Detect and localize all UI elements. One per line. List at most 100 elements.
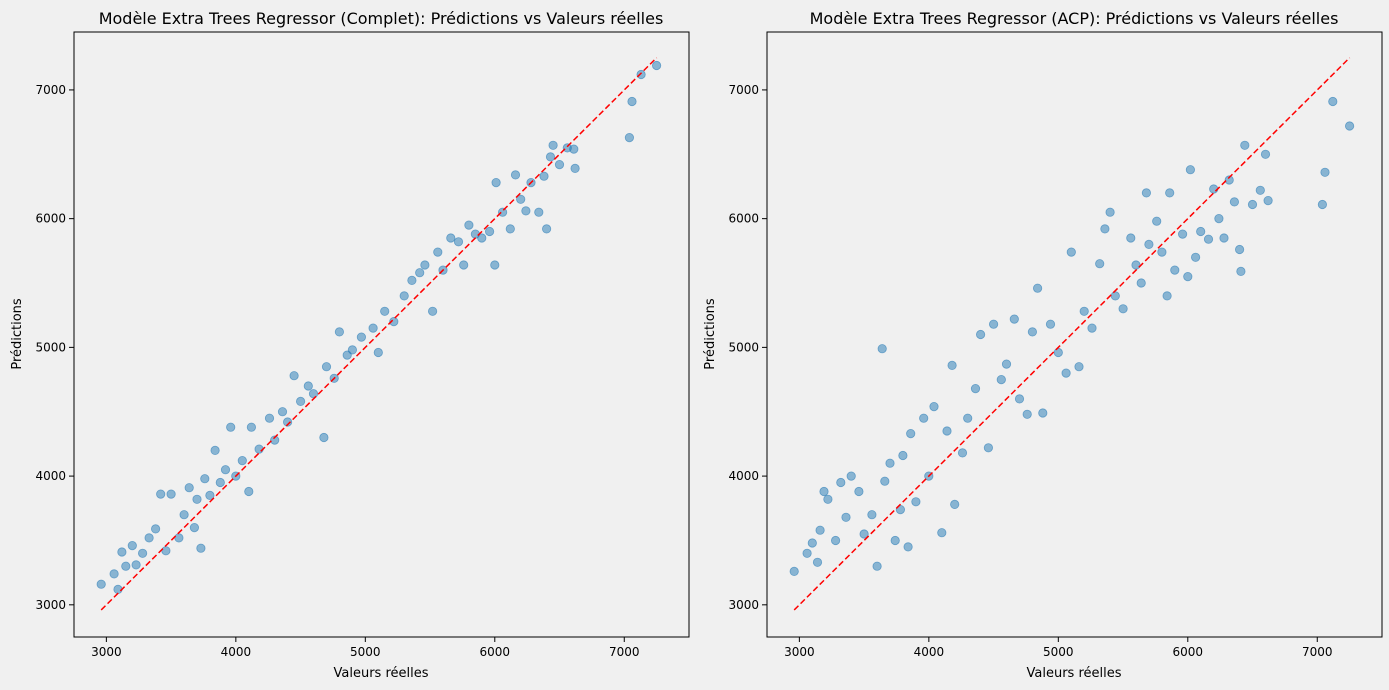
- scatter-point: [246, 422, 256, 432]
- scatter-point: [1095, 259, 1105, 269]
- scatter-point: [205, 490, 215, 500]
- scatter-point: [308, 389, 319, 399]
- x-tick-label: 3000: [91, 645, 122, 659]
- scatter-point: [117, 547, 127, 557]
- scatter-point: [846, 471, 856, 481]
- chart-panel-right: 3000 4000 5000 6000 7000 3000 4000 5000 6000 7000…: [703, 9, 1383, 681]
- scatter-point: [1014, 394, 1025, 404]
- scatter-point: [1136, 278, 1146, 288]
- scatter-point: [303, 381, 313, 391]
- scatter-point: [453, 237, 464, 247]
- y-tick-label: 7000: [35, 83, 66, 97]
- scatter-point: [1191, 252, 1201, 262]
- scatter-point: [121, 561, 131, 571]
- scatter-point: [1045, 319, 1056, 329]
- tick-layer-left: 3000 4000 5000 6000 7000 3000 4000 5000 6000 7000: [35, 83, 639, 659]
- scatter-point: [427, 306, 438, 316]
- scatter-point: [415, 268, 425, 278]
- scatter-point: [347, 345, 357, 355]
- scatter-point: [1131, 260, 1141, 270]
- scatter-point: [950, 499, 960, 509]
- scatter-point: [151, 524, 161, 534]
- scatter-point: [919, 413, 929, 423]
- y-tick-label: 4000: [728, 469, 759, 483]
- scatter-point: [867, 510, 877, 520]
- scatter-point: [179, 510, 189, 520]
- scatter-point: [277, 407, 288, 417]
- scatter-point: [184, 483, 194, 493]
- scatter-point: [841, 512, 851, 522]
- scatter-point: [127, 540, 137, 551]
- scatter-point: [541, 224, 552, 234]
- scatter-point: [491, 178, 501, 188]
- scatter-point: [929, 401, 939, 412]
- scatter-point: [975, 329, 986, 340]
- x-tick-label: 3000: [784, 645, 815, 659]
- scatter-point: [196, 543, 206, 553]
- scatter-point: [334, 327, 344, 337]
- scatter-point: [539, 171, 549, 181]
- scatter-point: [484, 226, 495, 237]
- scatter-point: [459, 260, 469, 270]
- x-tick-label: 5000: [350, 645, 381, 659]
- scatter-point: [1110, 291, 1120, 301]
- scatter-point: [957, 448, 968, 458]
- scatter-point: [963, 413, 973, 423]
- scatter-point: [1079, 306, 1089, 316]
- scatter-point: [96, 579, 106, 589]
- scatter-point: [1214, 214, 1224, 224]
- tick-layer-right: 3000 4000 5000 6000 7000 3000 4000 5000 6000 7000: [728, 83, 1332, 659]
- scatter-point: [1152, 216, 1162, 226]
- scatter-point: [1009, 314, 1019, 324]
- scatter-point: [1183, 271, 1193, 282]
- scatter-point: [819, 486, 829, 497]
- y-tick-label: 3000: [728, 598, 759, 612]
- scatter-point: [244, 486, 254, 497]
- scatter-point: [389, 316, 399, 327]
- y-tick-label: 5000: [728, 340, 759, 354]
- scatter-point: [282, 417, 293, 427]
- axes-area-right: [766, 31, 1383, 638]
- scatter-point: [174, 533, 184, 543]
- scatter-point: [1162, 291, 1172, 301]
- scatter-point: [1260, 149, 1271, 159]
- scatter-point: [510, 170, 521, 180]
- scatter-point: [996, 374, 1006, 385]
- y-tick-label: 7000: [728, 83, 759, 97]
- scatter-point: [1235, 244, 1245, 255]
- x-tick-label: 6000: [480, 645, 511, 659]
- scatter-point: [1178, 229, 1188, 239]
- scatter-point: [144, 533, 154, 543]
- x-axis-label-right: Valeurs réelles: [1027, 666, 1122, 681]
- scatter-point: [1219, 233, 1229, 243]
- scatter-point: [570, 163, 580, 173]
- scatter-point: [1236, 266, 1246, 276]
- scatter-point: [399, 291, 409, 301]
- scatter-point: [1328, 96, 1338, 107]
- scatter-point: [420, 260, 430, 270]
- scatter-point: [548, 140, 558, 150]
- scatter-point: [1001, 359, 1012, 369]
- scatter-point: [1087, 323, 1097, 333]
- scatter-point: [505, 224, 515, 234]
- scatter-point: [497, 207, 508, 217]
- scatter-point: [1105, 207, 1115, 217]
- scatter-point: [368, 323, 378, 333]
- scatter-point: [983, 443, 994, 453]
- x-axis-label-left: Valeurs réelles: [334, 666, 429, 681]
- scatter-point: [636, 69, 646, 80]
- scatter-point: [109, 569, 119, 579]
- scatter-point: [1144, 239, 1154, 249]
- scatter-point: [464, 220, 474, 230]
- plot-layer-right: [789, 57, 1355, 611]
- scatter-point: [356, 332, 366, 342]
- y-tick-label: 5000: [35, 340, 66, 354]
- scatter-point: [1126, 233, 1136, 243]
- scatter-point: [1165, 188, 1175, 198]
- scatter-point: [490, 260, 500, 270]
- scatter-point: [189, 522, 199, 533]
- scatter-point: [270, 435, 280, 445]
- scatter-point: [898, 450, 908, 461]
- scatter-point: [812, 557, 823, 567]
